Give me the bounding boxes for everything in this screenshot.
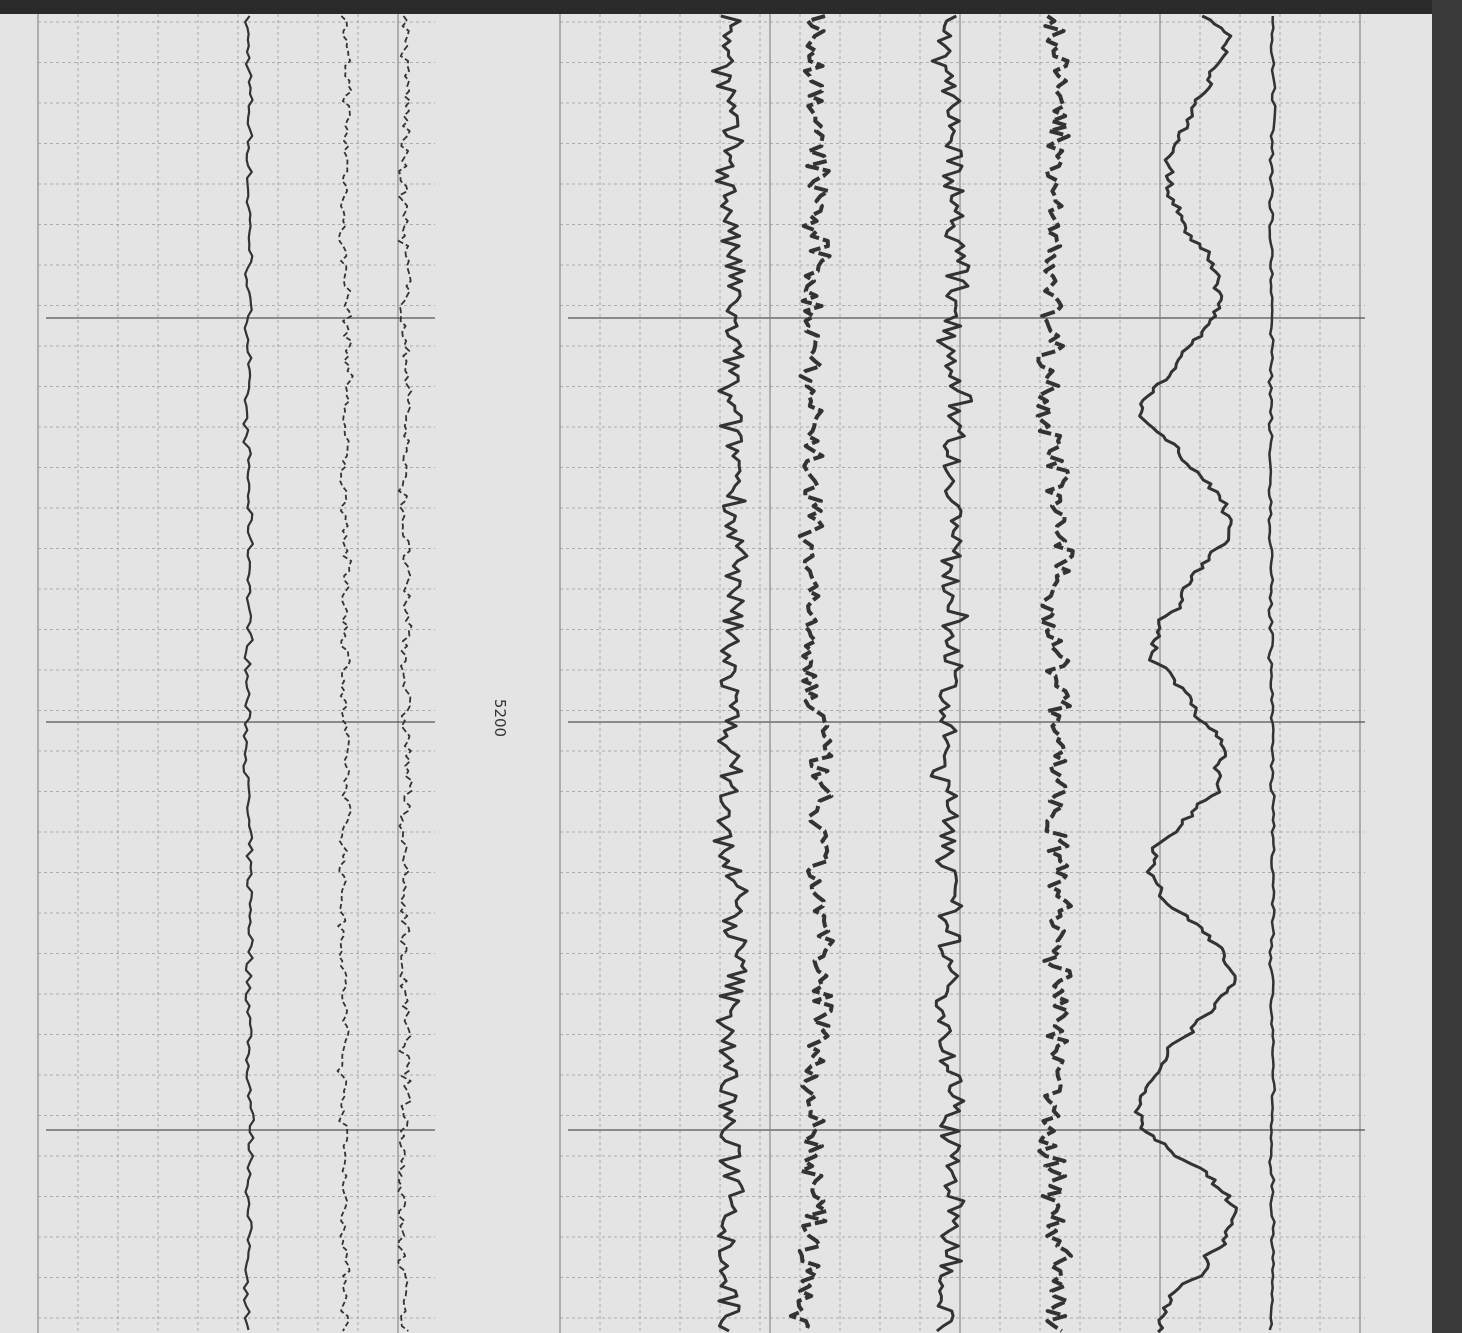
depth-label: 5200 [491,699,509,737]
log-trace [336,15,354,1332]
log-trace [1035,14,1075,1333]
right-edge [1432,0,1462,1333]
top-edge [0,0,1462,14]
log-trace [711,14,749,1333]
log-trace [788,14,835,1332]
grid [37,14,1365,1333]
log-trace [397,15,414,1332]
traces [242,14,1277,1333]
log-trace [242,15,255,1331]
log-trace [929,14,974,1333]
log-trace [1133,14,1238,1333]
log-trace [1267,15,1277,1331]
